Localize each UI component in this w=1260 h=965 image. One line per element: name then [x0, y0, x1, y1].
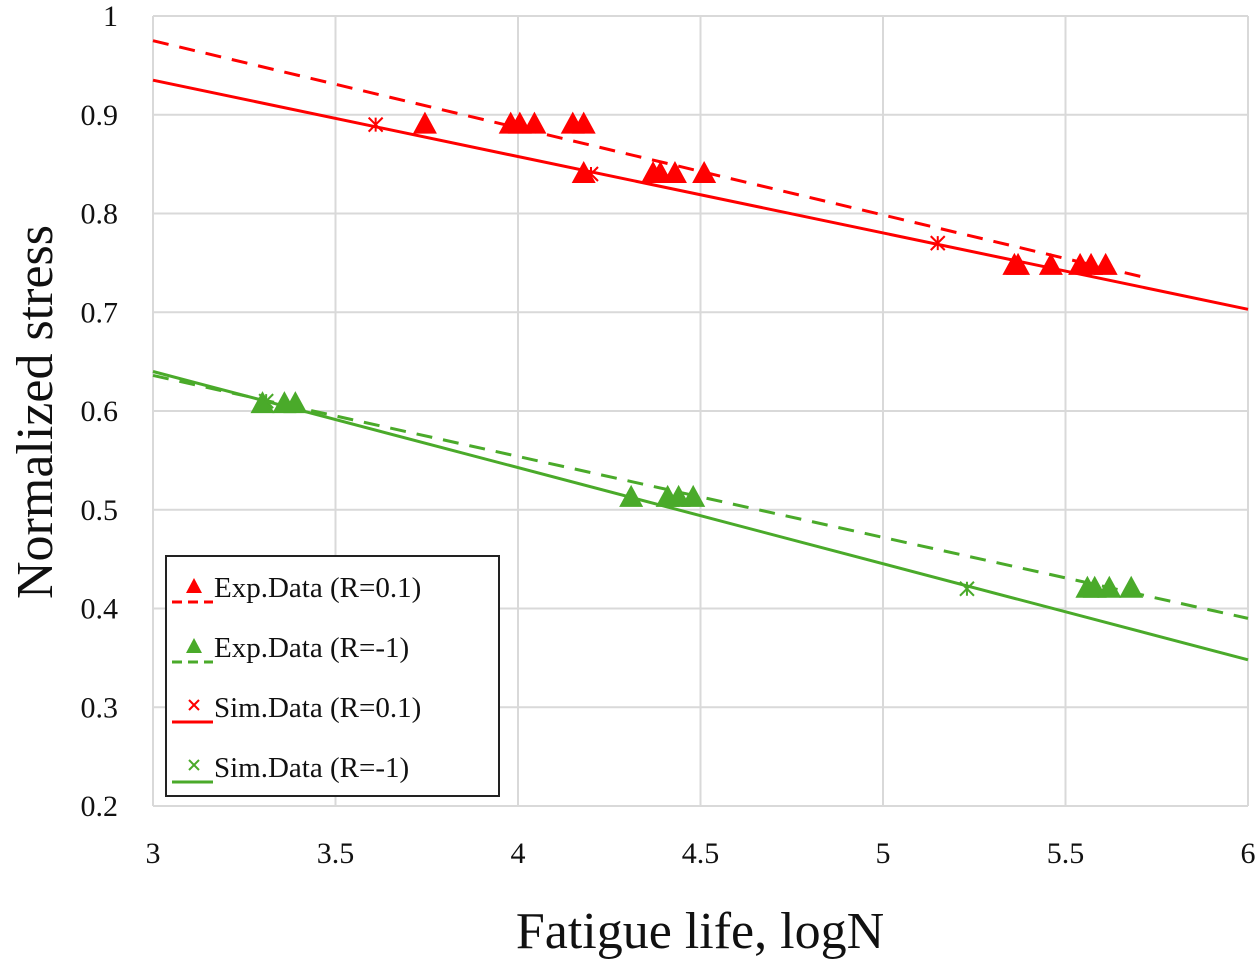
y-tick-label: 0.8 — [81, 198, 119, 231]
x-tick-label: 4.5 — [682, 837, 720, 870]
y-axis-label: Normalized stress — [7, 225, 64, 599]
data-point-triangle — [571, 111, 596, 134]
x-axis-label: Fatigue life, logN — [516, 903, 884, 960]
data-point-triangle — [1093, 252, 1118, 275]
legend-box — [165, 555, 500, 797]
data-point-triangle — [662, 161, 687, 183]
x-tick-labels: 3 3.5 4 4.5 5 5.5 6 — [146, 837, 1256, 870]
trendline-sim-data-r-1- — [152, 370, 1249, 662]
data-point-asterisk — [959, 581, 975, 597]
y-tick-label: 0.2 — [81, 790, 119, 823]
legend-item: Exp.Data (R=-1) — [172, 632, 409, 664]
y-tick-label: 0.6 — [81, 395, 119, 428]
legend-item: Sim.Data (R=0.1) — [172, 692, 421, 724]
y-tick-label: 0.9 — [81, 99, 119, 132]
data-point-triangle — [681, 484, 706, 507]
y-tick-label: 0.3 — [81, 691, 119, 724]
trendlines — [152, 39, 1249, 662]
y-tick-labels: 0.2 0.3 0.4 0.5 0.6 0.7 0.8 0.9 1 — [81, 0, 119, 823]
legend-label: Sim.Data (R=-1) — [214, 752, 409, 784]
legend-label: Sim.Data (R=0.1) — [214, 692, 421, 724]
legend-label: Exp.Data (R=-1) — [214, 632, 409, 664]
data-point-triangle — [692, 161, 717, 183]
x-tick-label: 3.5 — [317, 837, 355, 870]
data-point-triangle — [619, 484, 644, 507]
data-point-asterisk — [258, 393, 274, 409]
y-tick-label: 0.7 — [81, 296, 119, 329]
data-point-asterisk — [930, 235, 946, 251]
legend-triangle-icon — [186, 578, 202, 593]
x-tick-label: 3 — [146, 837, 161, 870]
data-points — [250, 111, 1144, 598]
data-point-triangle — [283, 391, 308, 414]
y-tick-label: 0.5 — [81, 494, 119, 527]
data-point-triangle — [522, 111, 547, 134]
x-tick-label: 5 — [876, 837, 891, 870]
x-tick-label: 5.5 — [1047, 837, 1085, 870]
data-point-triangle — [1038, 252, 1063, 275]
x-tick-label: 6 — [1241, 837, 1256, 870]
legend-item: Sim.Data (R=-1) — [172, 752, 409, 784]
trendline-sim-data-r-0-1- — [152, 78, 1249, 311]
data-point-triangle — [250, 391, 275, 414]
data-point-asterisk — [367, 116, 384, 133]
grid — [152, 15, 1249, 807]
legend: Exp.Data (R=0.1) Exp.Data (R=-1) Sim.Data … — [165, 555, 500, 797]
data-point-asterisk — [583, 166, 599, 182]
legend-label: Exp.Data (R=0.1) — [214, 572, 421, 604]
y-tick-label: 0.4 — [81, 593, 119, 626]
y-tick-label: 1 — [103, 0, 118, 33]
legend-asterisk-icon — [188, 699, 200, 711]
legend-item: Exp.Data (R=0.1) — [172, 572, 421, 604]
data-point-triangle — [1119, 575, 1144, 598]
data-point-triangle — [412, 111, 437, 134]
trendline-exp-data-r-0-1- — [152, 39, 1147, 280]
legend-asterisk-icon — [188, 759, 200, 771]
data-point-triangle — [1006, 252, 1031, 275]
data-point-triangle — [571, 161, 596, 183]
data-point-triangle — [1097, 575, 1122, 598]
x-tick-label: 4 — [511, 837, 526, 870]
legend-triangle-icon — [186, 638, 202, 653]
